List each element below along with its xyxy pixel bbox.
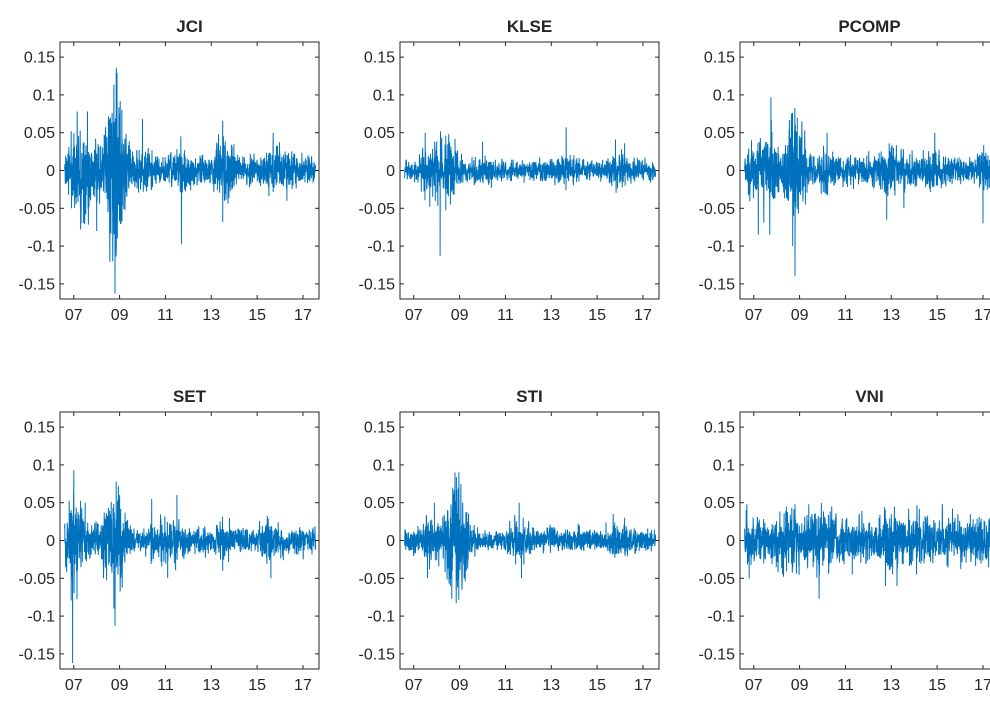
x-tick-label: 17 bbox=[294, 677, 312, 694]
y-tick-label: -0.15 bbox=[699, 276, 736, 293]
x-tick-label: 07 bbox=[745, 307, 763, 324]
y-tick-label: 0.15 bbox=[364, 50, 395, 67]
y-tick-label: 0.05 bbox=[364, 495, 395, 512]
y-tick-label: 0 bbox=[46, 163, 55, 180]
y-tick-label: 0.1 bbox=[713, 87, 735, 104]
panel-title: KLSE bbox=[507, 17, 552, 36]
y-tick-label: -0.15 bbox=[19, 276, 56, 293]
x-tick-label: 17 bbox=[294, 307, 312, 324]
x-tick-label: 17 bbox=[634, 677, 652, 694]
x-tick-label: 11 bbox=[837, 307, 854, 324]
panel-title: VNI bbox=[855, 387, 883, 406]
y-tick-label: 0.15 bbox=[24, 420, 55, 437]
x-tick-label: 15 bbox=[588, 677, 606, 694]
x-tick-label: 15 bbox=[588, 307, 606, 324]
y-tick-label: 0.1 bbox=[713, 457, 735, 474]
y-tick-label: -0.15 bbox=[699, 646, 736, 663]
y-tick-label: -0.05 bbox=[359, 201, 396, 218]
y-tick-label: -0.15 bbox=[359, 276, 396, 293]
x-tick-label: 09 bbox=[791, 677, 809, 694]
x-tick-label: 09 bbox=[111, 307, 129, 324]
y-tick-label: 0 bbox=[726, 533, 735, 550]
panel-klse: 0.15 0.1 0.05 0 -0.05 -0.1 -0.15 07 09 11 13 15 17 KL… bbox=[359, 17, 660, 324]
y-tick-label: -0.1 bbox=[707, 239, 735, 256]
y-tick-label: -0.1 bbox=[27, 609, 55, 626]
x-tick-label: 13 bbox=[202, 307, 220, 324]
y-tick-label: -0.05 bbox=[19, 201, 56, 218]
x-tick-label: 07 bbox=[405, 677, 423, 694]
panel-vni: 0.15 0.1 0.05 0 -0.05 -0.1 -0.15 07 09 11 13 15 17 VN… bbox=[699, 387, 990, 694]
y-tick-label: -0.05 bbox=[359, 571, 396, 588]
series-line bbox=[64, 67, 317, 294]
y-tick-label: -0.1 bbox=[27, 239, 55, 256]
y-tick-label: 0.1 bbox=[373, 457, 395, 474]
y-tick-label: -0.1 bbox=[367, 609, 395, 626]
y-tick-label: 0.05 bbox=[704, 495, 735, 512]
panel-title: PCOMP bbox=[838, 17, 900, 36]
y-tick-label: -0.05 bbox=[19, 571, 56, 588]
x-tick-label: 07 bbox=[65, 307, 83, 324]
x-tick-label: 11 bbox=[497, 307, 514, 324]
x-tick-label: 17 bbox=[634, 307, 652, 324]
y-tick-label: -0.15 bbox=[19, 646, 56, 663]
x-tick-label: 13 bbox=[882, 677, 900, 694]
x-tick-label: 11 bbox=[157, 677, 174, 694]
panel-title: SET bbox=[173, 387, 207, 406]
y-tick-label: -0.15 bbox=[359, 646, 396, 663]
x-tick-label: 17 bbox=[974, 677, 990, 694]
y-tick-label: 0 bbox=[46, 533, 55, 550]
y-tick-label: 0.1 bbox=[373, 87, 395, 104]
x-tick-label: 09 bbox=[451, 677, 469, 694]
x-tick-label: 13 bbox=[542, 677, 560, 694]
panel-title: STI bbox=[516, 387, 542, 406]
panel-title: JCI bbox=[176, 17, 202, 36]
y-tick-label: 0.15 bbox=[704, 50, 735, 67]
panel-pcomp: 0.15 0.1 0.05 0 -0.05 -0.1 -0.15 07 09 11 13 15 17 PC… bbox=[699, 17, 990, 324]
x-tick-label: 17 bbox=[974, 307, 990, 324]
panel-set: 0.15 0.1 0.05 0 -0.05 -0.1 -0.15 07 09 11 13 15 17 SE… bbox=[19, 387, 320, 694]
y-tick-label: 0.05 bbox=[704, 125, 735, 142]
x-tick-label: 15 bbox=[248, 677, 266, 694]
panel-sti: 0.15 0.1 0.05 0 -0.05 -0.1 -0.15 07 09 11 13 15 17 ST… bbox=[359, 387, 660, 694]
y-tick-label: -0.05 bbox=[699, 201, 736, 218]
x-tick-label: 15 bbox=[928, 677, 946, 694]
y-tick-label: 0.1 bbox=[33, 87, 55, 104]
y-tick-label: 0.15 bbox=[24, 50, 55, 67]
y-tick-label: -0.1 bbox=[367, 239, 395, 256]
x-tick-label: 07 bbox=[65, 677, 83, 694]
series-line bbox=[64, 470, 317, 664]
series-line bbox=[744, 502, 990, 599]
x-tick-label: 13 bbox=[882, 307, 900, 324]
x-tick-label: 13 bbox=[542, 307, 560, 324]
series-line bbox=[404, 472, 657, 604]
x-tick-label: 07 bbox=[405, 307, 423, 324]
y-tick-label: -0.05 bbox=[699, 571, 736, 588]
y-tick-label: 0 bbox=[726, 163, 735, 180]
x-tick-label: 11 bbox=[837, 677, 854, 694]
y-tick-label: 0.05 bbox=[24, 495, 55, 512]
series-line bbox=[744, 97, 990, 277]
x-tick-label: 15 bbox=[248, 307, 266, 324]
y-tick-label: 0.05 bbox=[364, 125, 395, 142]
y-tick-label: 0 bbox=[386, 163, 395, 180]
y-tick-label: 0 bbox=[386, 533, 395, 550]
panel-jci: 0.15 0.1 0.05 0 -0.05 -0.1 -0.15 07 09 11 13 15 17 JC… bbox=[19, 17, 320, 324]
y-tick-label: 0.05 bbox=[24, 125, 55, 142]
y-tick-label: -0.1 bbox=[707, 609, 735, 626]
x-tick-label: 09 bbox=[111, 677, 129, 694]
x-tick-label: 11 bbox=[157, 307, 174, 324]
y-tick-label: 0.15 bbox=[704, 420, 735, 437]
x-tick-label: 11 bbox=[497, 677, 514, 694]
x-tick-label: 13 bbox=[202, 677, 220, 694]
series-line bbox=[404, 127, 657, 256]
y-tick-label: 0.1 bbox=[33, 457, 55, 474]
x-tick-label: 09 bbox=[451, 307, 469, 324]
x-tick-label: 07 bbox=[745, 677, 763, 694]
x-tick-label: 15 bbox=[928, 307, 946, 324]
y-tick-label: 0.15 bbox=[364, 420, 395, 437]
x-tick-label: 09 bbox=[791, 307, 809, 324]
